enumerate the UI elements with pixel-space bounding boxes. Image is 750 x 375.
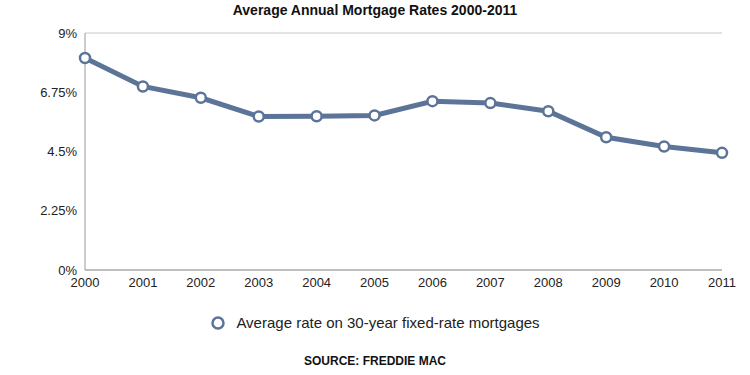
svg-text:2008: 2008	[534, 275, 563, 290]
svg-text:2009: 2009	[592, 275, 621, 290]
svg-text:2010: 2010	[650, 275, 679, 290]
svg-text:2005: 2005	[360, 275, 389, 290]
svg-text:2004: 2004	[302, 275, 331, 290]
html-text:Average Annual Mortgage Rates: Average Annual Mortgage Rates 2000-2011	[232, 2, 518, 18]
svg-text:2000: 2000	[70, 275, 100, 291]
svg-text:0%: 0%	[58, 263, 77, 278]
svg-text:2006: 2006	[418, 275, 447, 290]
svg-text:2001: 2001	[128, 275, 157, 290]
svg-text:2011: 2011	[708, 275, 736, 290]
html-text:Average rate on 30-year fixed-: Average rate on 30-year fixed-rate mortg…	[236, 314, 540, 331]
svg-text:2007: 2007	[476, 275, 505, 290]
svg-text:2002: 2002	[186, 275, 215, 290]
html-text:SOURCE: FREDDIE MAC: SOURCE: FREDDIE MAC	[304, 354, 446, 368]
svg-text:9%: 9%	[58, 26, 77, 41]
svg-text:6.75%: 6.75%	[40, 85, 77, 100]
svg-text:2.25%: 2.25%	[40, 203, 77, 218]
svg-text:4.5%: 4.5%	[47, 144, 77, 159]
svg-text:2003: 2003	[244, 275, 273, 290]
